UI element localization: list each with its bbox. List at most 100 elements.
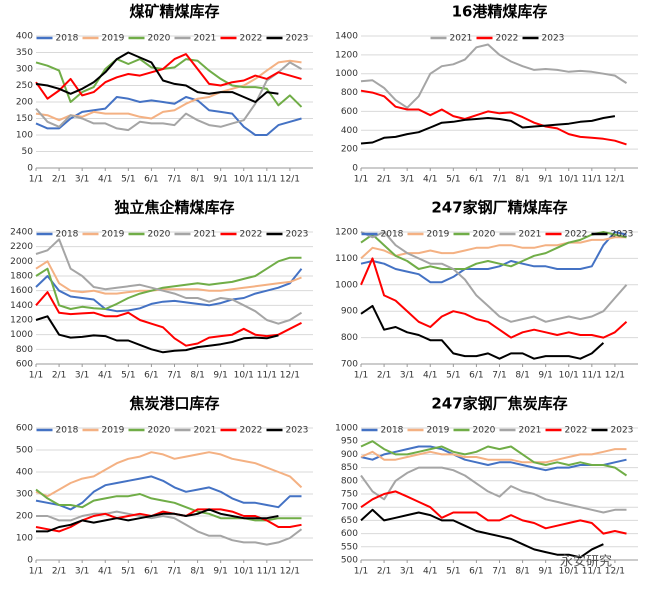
x-tick-label: 11/1 [257,371,277,381]
x-tick-label: 8/1 [515,567,529,577]
chart-panel: 煤矿精煤库存 0 50 100 150 200 250 300 350 400 1/1 2/1 3/1 4… [16,3,313,185]
series-line [360,257,628,339]
y-tick-label: 200 [16,512,33,522]
y-tick-label: 100 [16,534,33,544]
x-tick-label: 2/1 [377,567,391,577]
y-tick-label: 850 [341,463,358,473]
legend-label: 2018 [381,230,404,240]
y-tick-label: 300 [16,490,33,500]
y-tick-label: 750 [341,490,358,500]
y-tick-label: 1800 [10,272,33,282]
y-tick-label: 600 [16,360,33,370]
series-line [360,466,627,514]
series-line [35,475,302,511]
legend-label: 2020 [148,34,171,44]
legend-label: 2019 [102,34,125,44]
x-tick-label: 11/1 [257,175,277,185]
legend-label: 2021 [519,230,542,240]
y-tick-label: 1000 [335,69,358,79]
legend-label: 2021 [194,230,217,240]
x-tick-label: 11/1 [582,567,602,577]
x-tick-label: 6/1 [144,371,158,381]
x-tick-label: 4/1 [98,175,112,185]
x-tick-label: 1/1 [354,371,368,381]
legend-label: 2020 [148,426,171,436]
series-line [35,451,303,498]
series-line [360,490,627,535]
x-tick-label: 5/1 [121,175,135,185]
series-line [35,488,302,522]
x-tick-label: 6/1 [469,371,483,381]
series-line [360,89,627,146]
x-tick-label: 7/1 [167,175,181,185]
series-line [360,445,627,472]
y-tick-label: 300 [16,65,33,75]
y-tick-label: 2200 [10,242,33,252]
y-tick-label: 600 [341,529,358,539]
x-tick-label: 10/1 [234,371,254,381]
series-line [35,260,302,295]
x-tick-label: 5/1 [121,371,135,381]
y-tick-label: 800 [341,476,358,486]
y-tick-label: 900 [341,307,358,317]
chart-panel: 247家钢厂精煤库存 700 800 900 1000 1100 1200 1/1 2/1 3/1… [335,199,638,381]
series-line [35,51,279,103]
x-tick-label: 3/1 [400,371,414,381]
x-tick-label: 9/1 [538,371,552,381]
y-tick-label: 950 [341,437,358,447]
x-tick-label: 1/1 [354,567,368,577]
y-tick-label: 1000 [335,280,358,290]
y-tick-label: 700 [341,360,358,370]
x-tick-label: 3/1 [400,567,414,577]
y-tick-label: 1200 [10,316,33,326]
x-tick-label: 8/1 [515,175,529,185]
legend-label: 2022 [565,230,588,240]
x-tick-label: 12/1 [605,371,625,381]
legend-label: 2023 [611,426,634,436]
y-tick-label: 1000 [335,424,358,434]
series-line [360,440,628,477]
x-tick-label: 4/1 [423,175,437,185]
y-tick-label: 1100 [335,254,358,264]
legend-label: 2023 [542,34,565,44]
legend-label: 2023 [611,230,634,240]
series-line [35,59,302,122]
y-tick-label: 500 [16,446,33,456]
legend-label: 2020 [148,230,171,240]
x-tick-label: 3/1 [75,371,89,381]
chart-panel: 焦炭港口库存 0 100 200 300 400 500 600 1/1 2/1 3/1 4/1 5/1… [16,395,313,577]
y-tick-label: 0 [27,164,33,174]
x-tick-label: 10/1 [234,175,254,185]
legend-label: 2021 [194,34,217,44]
series-line [36,508,279,533]
chart-panel: 独立焦企精煤库存 600 800 1000 1200 1400 1600 1800 2000 22… [10,199,313,381]
x-tick-label: 9/1 [538,567,552,577]
x-tick-label: 2/1 [52,175,66,185]
x-tick-label: 3/1 [75,175,89,185]
legend-label: 2021 [194,426,217,436]
chart-panel: 247家钢厂焦炭库存 500 550 600 650 700 750 800 850 900 950… [335,395,638,577]
x-tick-label: 9/1 [538,175,552,185]
series-line [35,256,302,310]
y-tick-label: 650 [341,516,358,526]
x-tick-label: 6/1 [469,567,483,577]
chart-title: 煤矿精煤库存 [129,3,219,21]
legend-label: 2021 [450,34,473,44]
x-tick-label: 6/1 [144,175,158,185]
x-tick-label: 11/1 [582,371,602,381]
y-tick-label: 1200 [335,50,358,60]
series-line [360,231,627,284]
y-tick-label: 500 [341,556,358,566]
chart-title: 247家钢厂精煤库存 [431,199,567,217]
y-tick-label: 1600 [10,286,33,296]
y-tick-label: 1200 [335,228,358,238]
y-tick-label: 900 [341,450,358,460]
y-tick-label: 1400 [10,301,33,311]
x-tick-label: 1/1 [29,175,43,185]
x-tick-label: 9/1 [213,371,227,381]
y-tick-label: 200 [16,98,33,108]
x-tick-label: 12/1 [280,371,300,381]
legend-label: 2022 [496,34,519,44]
series-line [36,510,303,546]
y-tick-label: 150 [16,114,33,124]
